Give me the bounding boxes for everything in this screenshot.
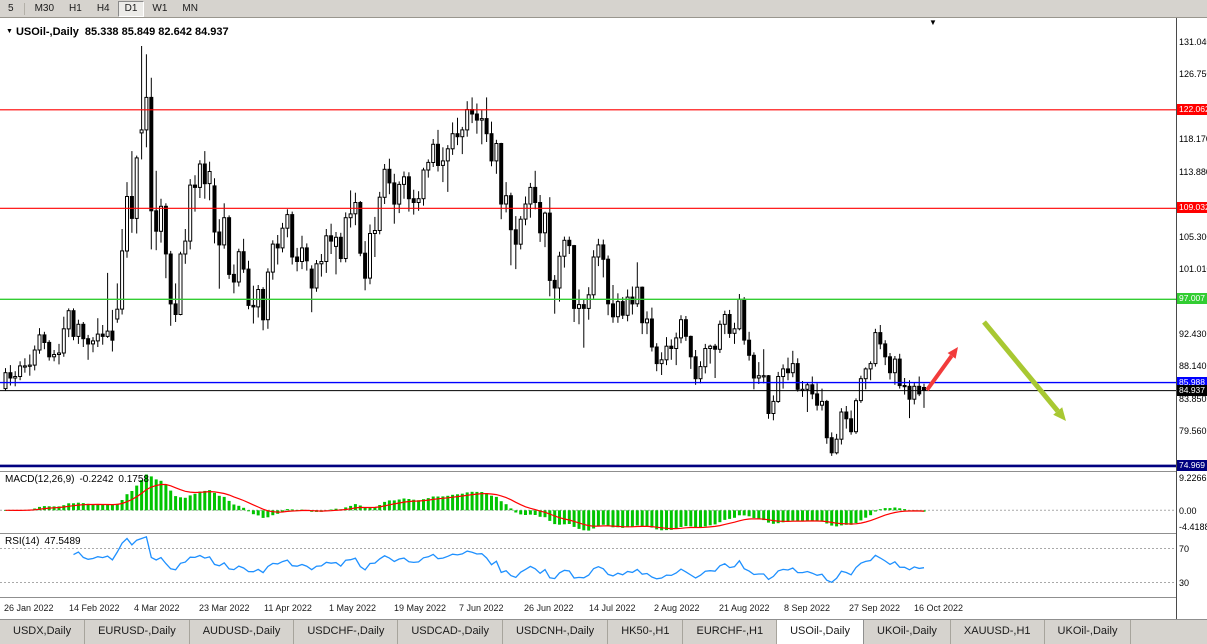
chart-marker-icon: ▼ <box>6 28 13 35</box>
timeframe-toolbar: 5 M30 H1 H4 D1 W1 MN <box>0 0 1207 18</box>
timeframe-button-mn[interactable]: MN <box>175 1 205 17</box>
macd-axis-label: 9.2266 <box>1179 473 1207 483</box>
date-axis-label: 2 Aug 2022 <box>654 603 700 613</box>
rsi-value: 47.5489 <box>44 536 81 547</box>
date-axis-label: 4 Mar 2022 <box>134 603 180 613</box>
toolbar-separator <box>23 2 25 15</box>
price-axis-label: 131.040 <box>1179 36 1207 47</box>
macd-chart-canvas <box>0 474 1176 531</box>
chart-tabs-bar: USDX,Daily EURUSD-,Daily AUDUSD-,Daily U… <box>0 619 1207 644</box>
chart-title: ▼ USOil-,Daily 85.338 85.849 82.642 84.937 <box>6 26 229 38</box>
pane-divider <box>0 597 1207 598</box>
last-bar-marker-icon: ▼ <box>929 18 937 27</box>
chart-tab-usdx[interactable]: USDX,Daily <box>0 620 86 644</box>
date-axis-label: 14 Feb 2022 <box>69 603 120 613</box>
date-axis-label: 27 Sep 2022 <box>849 603 901 613</box>
chart-tab-usoil[interactable]: USOil-,Daily <box>777 620 865 644</box>
price-axis-label: 105.300 <box>1179 231 1207 242</box>
pane-divider[interactable] <box>0 471 1207 472</box>
price-axis-tag: 85.988 <box>1177 376 1207 388</box>
rsi-axis-label: 70 <box>1179 543 1190 554</box>
rsi-title: RSI(14) <box>5 536 40 547</box>
price-axis-tag: 109.032 <box>1177 202 1207 214</box>
date-axis-label: 11 Apr 2022 <box>264 603 312 613</box>
macd-value-signal: 0.1758 <box>118 474 149 485</box>
chart-symbol-label: USOil-,Daily <box>15 26 79 38</box>
timeframe-button-m30[interactable]: M30 <box>28 1 61 17</box>
date-axis-label: 8 Sep 2022 <box>784 603 831 613</box>
price-axis-label: 113.880 <box>1179 166 1207 177</box>
rsi-chart-canvas <box>0 535 1176 584</box>
pane-divider[interactable] <box>0 533 1207 534</box>
date-axis-label: 26 Jan 2022 <box>4 603 54 613</box>
timeframe-button-m5[interactable]: 5 <box>1 1 21 17</box>
macd-title: MACD(12,26,9) <box>5 474 75 485</box>
price-axis-label: 83.850 <box>1179 393 1207 404</box>
timeframe-button-d1[interactable]: D1 <box>117 0 145 17</box>
date-axis-label: 23 Mar 2022 <box>199 603 250 613</box>
price-axis-label: 101.010 <box>1179 264 1207 274</box>
timeframe-button-h1[interactable]: H1 <box>62 1 89 17</box>
price-axis-label: 79.560 <box>1179 426 1207 437</box>
chart-tab-usdchf[interactable]: USDCHF-,Daily <box>294 620 399 644</box>
date-axis[interactable]: 26 Jan 2022 14 Feb 2022 4 Mar 2022 23 Mar 2… <box>0 598 1176 619</box>
timeframe-button-w1[interactable]: W1 <box>145 1 174 17</box>
price-axis-label: 126.750 <box>1179 69 1207 80</box>
timeframe-button-h4[interactable]: H4 <box>90 1 117 17</box>
macd-axis-label: 0.00 <box>1179 506 1197 517</box>
date-axis-label: 19 May 2022 <box>394 603 447 613</box>
date-axis-label: 7 Jun 2022 <box>459 603 504 613</box>
price-axis-label: 88.140 <box>1179 361 1207 372</box>
price-axis-label: 118.170 <box>1179 134 1207 145</box>
chart-tab-usdcnh[interactable]: USDCNH-,Daily <box>503 620 609 644</box>
chart-tab-usdcad[interactable]: USDCAD-,Daily <box>398 620 503 644</box>
date-axis-label: 21 Aug 2022 <box>719 603 770 613</box>
macd-axis-label: -4.4188 <box>1179 522 1207 532</box>
chart-ohlc-values: 85.338 85.849 82.642 84.937 <box>84 26 229 38</box>
candlestick-chart-canvas <box>0 46 1176 468</box>
price-axis-tag: 74.969 <box>1177 459 1207 471</box>
date-axis-label: 1 May 2022 <box>329 603 377 613</box>
chart-tab-hk50[interactable]: HK50-,H1 <box>608 620 684 644</box>
macd-label: MACD(12,26,9) -0.2242 0.1758 <box>5 474 154 485</box>
date-axis-label: 26 Jun 2022 <box>524 603 574 613</box>
price-chart-pane[interactable]: ▼ USOil-,Daily 85.338 85.849 82.642 84.937… <box>0 18 1176 471</box>
price-axis-label: 92.430 <box>1179 328 1207 339</box>
chart-tab-ukoil-2[interactable]: UKOil-,Daily <box>1045 620 1132 644</box>
rsi-label: RSI(14) 47.5489 <box>5 536 86 547</box>
date-axis-label: 16 Oct 2022 <box>914 603 964 613</box>
macd-value-main: -0.2242 <box>79 474 114 485</box>
rsi-axis-label: 30 <box>1179 577 1190 588</box>
price-axis-tag: 84.937 <box>1177 384 1207 396</box>
chart-tab-eurusd[interactable]: EURUSD-,Daily <box>85 620 190 644</box>
chart-tab-ukoil[interactable]: UKOil-,Daily <box>864 620 951 644</box>
price-axis-tag: 97.007 <box>1177 293 1207 305</box>
rsi-indicator-pane[interactable]: RSI(14) 47.5489 <box>0 534 1176 597</box>
price-axis[interactable]: 131.040 126.750 118.170 113.880 105.300 101.0… <box>1176 18 1207 619</box>
chart-tab-eurchf[interactable]: EURCHF-,H1 <box>683 620 778 644</box>
price-axis-tag: 122.062 <box>1177 103 1207 115</box>
chart-tab-xauusd[interactable]: XAUUSD-,H1 <box>951 620 1045 644</box>
macd-indicator-pane[interactable]: MACD(12,26,9) -0.2242 0.1758 <box>0 472 1176 533</box>
date-axis-label: 14 Jul 2022 <box>589 603 636 613</box>
chart-tab-audusd[interactable]: AUDUSD-,Daily <box>190 620 295 644</box>
